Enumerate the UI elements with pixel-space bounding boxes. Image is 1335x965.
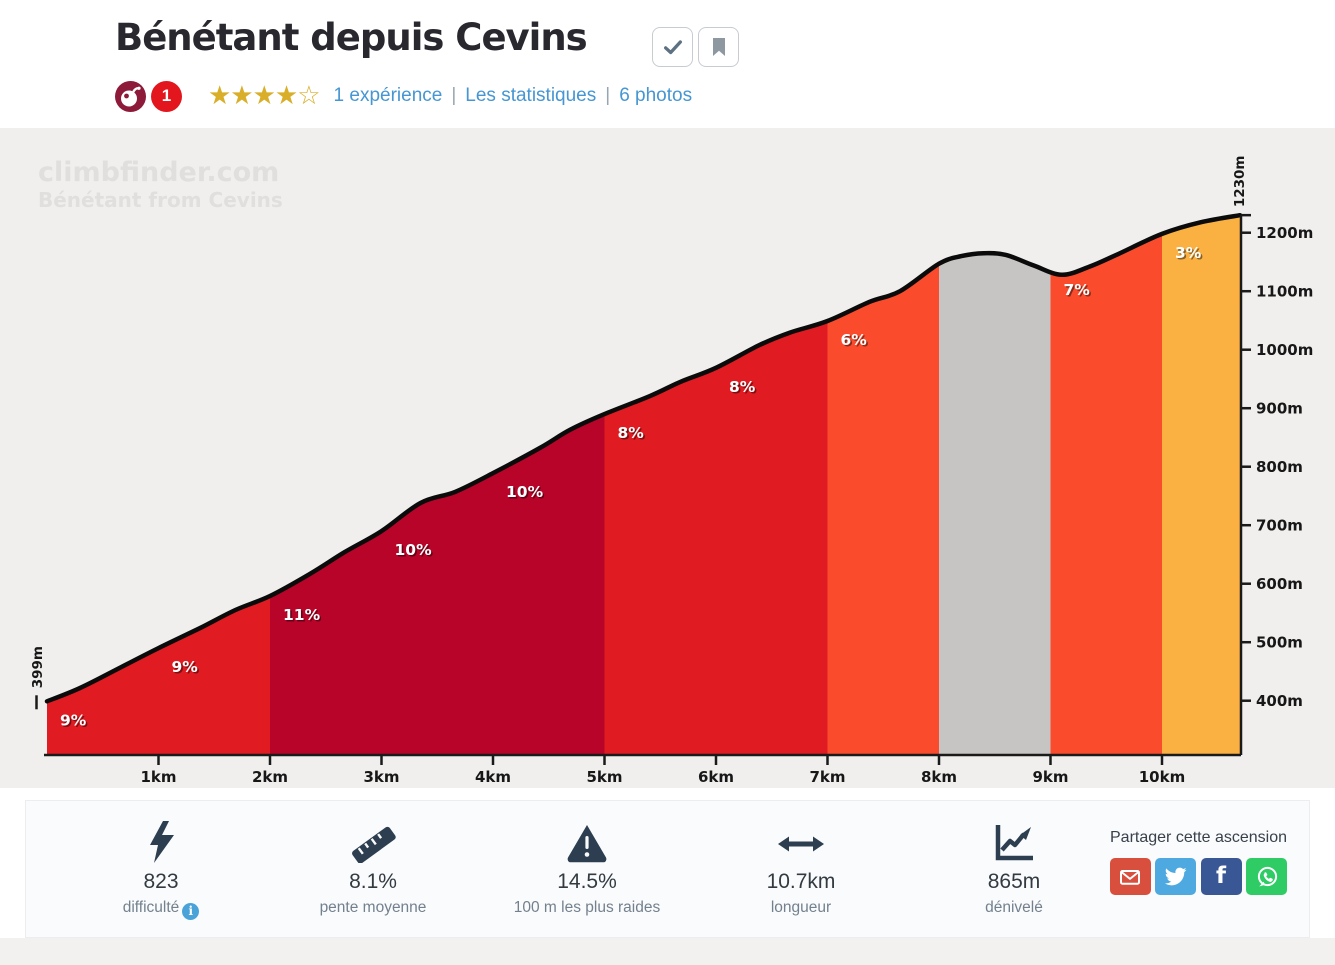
svg-text:8%: 8% [618, 424, 645, 442]
svg-text:10km: 10km [1139, 768, 1185, 786]
experiences-link[interactable]: 1 expérience [333, 85, 443, 106]
svg-text:10%: 10% [506, 483, 544, 501]
svg-text:9km: 9km [1032, 768, 1068, 786]
page-footer-strip [0, 938, 1335, 965]
facebook-f-icon: f [1215, 863, 1226, 889]
header: Bénétant depuis Cevins 1 ★★★★☆ 1 expérie… [0, 0, 1335, 128]
svg-text:1100m: 1100m [1256, 283, 1313, 301]
svg-text:7km: 7km [809, 768, 845, 786]
star-rating[interactable]: ★★★★☆ [208, 80, 321, 111]
whatsapp-share-button[interactable] [1246, 858, 1287, 895]
svg-text:800m: 800m [1256, 458, 1303, 476]
svg-text:10%: 10% [395, 541, 433, 559]
bookmark-icon [712, 38, 725, 56]
difficulty-value: 823 [143, 870, 179, 893]
svg-text:11%: 11% [285, 608, 323, 626]
svg-text:2km: 2km [252, 768, 288, 786]
bookmark-button[interactable] [698, 27, 739, 67]
svg-text:10%: 10% [396, 543, 434, 561]
stats-section: 823 difficulté i [0, 788, 1335, 938]
length-label: longueur [770, 899, 832, 916]
email-share-button[interactable] [1109, 858, 1151, 895]
watermark-site: climbfinder.com [38, 157, 280, 188]
svg-text:1000m: 1000m [1256, 341, 1313, 359]
header-links: 1 expérience | Les statistiques | 6 phot… [334, 85, 693, 107]
length-value: 10.7km [766, 870, 836, 893]
svg-text:9%: 9% [60, 711, 87, 729]
stats-card: 823 difficulté i [25, 800, 1310, 938]
average-gradient-value: 8.1% [349, 870, 397, 893]
svg-text:8km: 8km [921, 768, 957, 786]
svg-text:3km: 3km [363, 768, 399, 786]
mark-climbed-button[interactable] [652, 27, 693, 67]
svg-text:11%: 11% [283, 606, 321, 624]
svg-text:8%: 8% [731, 379, 758, 397]
svg-text:3%: 3% [1175, 244, 1202, 262]
rating-row: 1 ★★★★☆ 1 expérience | Les statistiques … [115, 80, 692, 112]
elevation-gain-label: dénivelé [985, 899, 1043, 916]
stat-average-gradient: 8.1% pente moyenne [263, 819, 483, 917]
svg-text:700m: 700m [1256, 517, 1303, 535]
elevation-gain-value: 865m [987, 870, 1041, 893]
share-buttons: f [1109, 858, 1287, 895]
svg-text:1km: 1km [140, 768, 176, 786]
stat-length: 10.7km longueur [691, 819, 911, 917]
svg-text:900m: 900m [1256, 400, 1303, 418]
average-gradient-label: pente moyenne [319, 899, 427, 916]
envelope-icon [1120, 869, 1140, 885]
twitter-share-button[interactable] [1155, 858, 1196, 895]
svg-text:7%: 7% [1064, 281, 1091, 299]
svg-text:3%: 3% [1177, 245, 1204, 263]
svg-text:9%: 9% [62, 713, 89, 731]
separator: | [451, 85, 457, 106]
svg-text:9%: 9% [173, 660, 200, 678]
experience-count-badge[interactable]: 1 [151, 80, 182, 112]
svg-text:600m: 600m [1256, 575, 1303, 593]
svg-text:5km: 5km [586, 768, 622, 786]
share-label: Partager cette ascension [1110, 829, 1287, 846]
svg-text:399m: 399m [30, 646, 46, 688]
elevation-chart-icon [904, 819, 1124, 863]
profile-svg: 9%9%9%9%11%11%10%10%10%10%8%8%8%8%6%6%7%… [30, 156, 1313, 786]
svg-text:6%: 6% [841, 331, 868, 349]
svg-text:8%: 8% [619, 426, 646, 444]
svg-text:9%: 9% [172, 658, 199, 676]
whatsapp-icon [1257, 866, 1277, 886]
stat-difficulty: 823 difficulté i [51, 819, 271, 920]
statistics-link[interactable]: Les statistiques [465, 85, 597, 106]
steepest-value: 14.5% [557, 870, 617, 893]
separator: | [605, 85, 611, 106]
svg-text:6%: 6% [842, 333, 869, 351]
steepest-label: 100 m les plus raides [513, 899, 661, 916]
svg-text:1200m: 1200m [1256, 224, 1313, 242]
stat-steepest: 14.5% 100 m les plus raides [477, 819, 697, 917]
svg-text:7%: 7% [1065, 283, 1092, 301]
svg-text:6km: 6km [698, 768, 734, 786]
lightning-bolt-icon [51, 819, 271, 863]
photos-link[interactable]: 6 photos [619, 85, 693, 106]
stat-elevation-gain: 865m dénivelé [904, 819, 1124, 917]
share-block: Partager cette ascension f [1109, 829, 1287, 895]
difficulty-label: difficulté i [51, 899, 271, 920]
warning-triangle-icon [477, 819, 697, 863]
info-icon[interactable]: i [182, 902, 200, 920]
ruler-icon [263, 819, 483, 863]
svg-text:400m: 400m [1256, 692, 1303, 710]
svg-text:8%: 8% [729, 378, 756, 396]
elevation-profile-chart: climbfinder.com Bénétant from Cevins 9% 9… [0, 128, 1335, 788]
length-arrows-icon [691, 819, 911, 863]
page-title: Bénétant depuis Cevins [115, 16, 588, 59]
svg-text:500m: 500m [1256, 634, 1303, 652]
svg-text:4km: 4km [475, 768, 511, 786]
check-icon [663, 40, 682, 55]
facebook-share-button[interactable]: f [1200, 858, 1242, 895]
svg-text:1230m: 1230m [1232, 156, 1248, 208]
twitter-bird-icon [1164, 867, 1187, 886]
watermark: climbfinder.com Bénétant from Cevins [38, 157, 283, 213]
svg-text:10%: 10% [508, 485, 546, 503]
watermark-climb: Bénétant from Cevins [38, 188, 283, 212]
climbfinder-logo-icon [115, 80, 146, 112]
